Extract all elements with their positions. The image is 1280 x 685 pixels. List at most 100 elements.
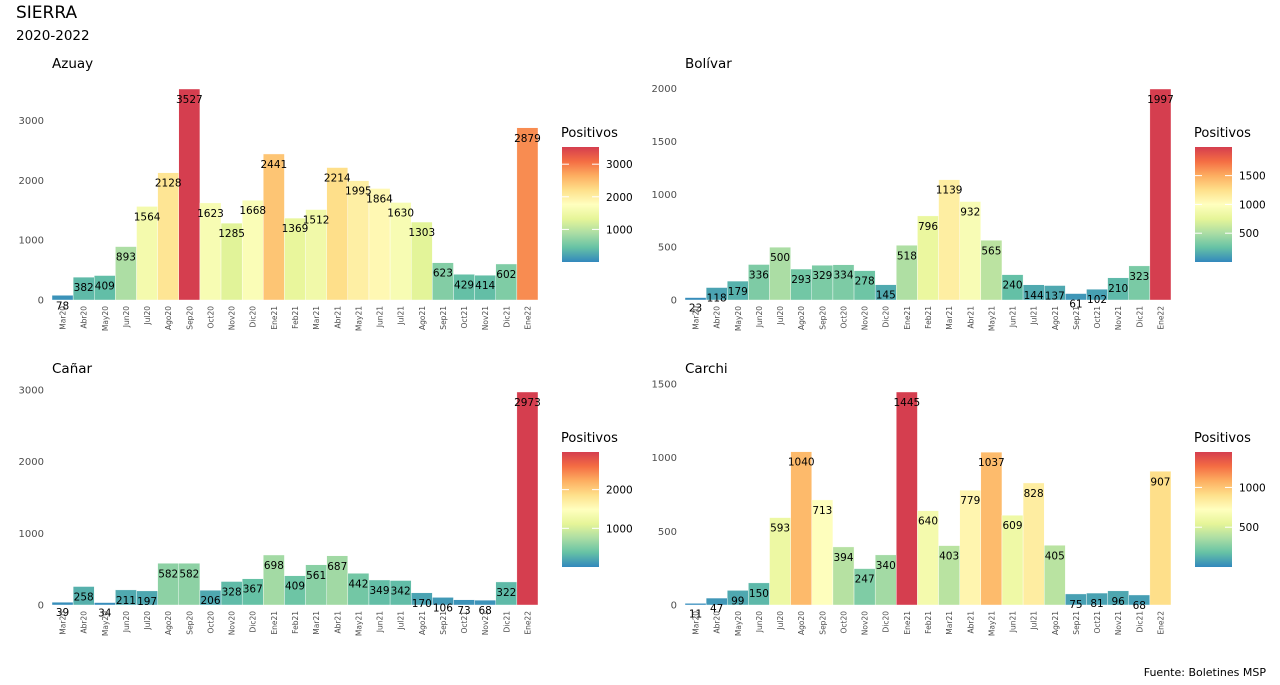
panel-0: Azuay 0 1000 2000 3000 78 382 409 893 1564 2128 352… [19,56,633,331]
legend-tick-label: 1500 [1239,171,1266,183]
x-tick-label: Sep21 [1072,611,1081,635]
x-tick-label: Jul20 [143,306,152,326]
x-tick-label: Jul20 [776,306,785,326]
x-tick-label: Ene22 [523,306,532,330]
x-tick-label: May21 [354,306,363,331]
x-tick-label: Dic21 [502,611,511,633]
bar [51,295,74,301]
data-label: 328 [222,587,242,599]
data-label: 687 [327,561,347,573]
legend-tick-label: 1000 [606,523,633,535]
data-label: 258 [74,592,94,604]
data-label: 2973 [514,397,541,409]
x-tick-label: Oct20 [839,306,848,329]
data-label: 210 [1108,283,1128,295]
data-label: 61 [1069,299,1082,311]
y-tick-label: 0 [671,296,677,307]
legend-title: Positivos [561,126,618,141]
y-tick-label: 0 [38,601,44,612]
data-label: 414 [475,280,495,292]
x-tick-label: Jun21 [376,306,385,328]
data-label: 81 [1090,598,1103,610]
data-label: 322 [496,587,516,599]
data-label: 609 [1002,520,1022,532]
data-label: 342 [391,585,411,597]
bar [896,391,918,606]
data-label: 593 [770,523,790,535]
data-label: 1630 [387,207,414,219]
y-tick-label: 0 [38,296,44,307]
x-tick-label: Ago21 [1051,611,1060,635]
data-label: 211 [116,595,136,607]
x-tick-label: Jul20 [776,611,785,631]
x-tick-label: Sep21 [439,306,448,330]
y-tick-label: 1000 [19,236,44,247]
data-label: 500 [770,252,790,264]
x-tick-label: Ago20 [797,306,806,330]
x-tick-label: Nov21 [481,306,490,330]
data-label: 47 [710,603,723,615]
data-label: 713 [812,505,832,517]
legend: Positivos 1000 2000 [561,431,633,567]
x-tick-label: Feb21 [924,611,933,634]
x-tick-label: Dic21 [1135,306,1144,328]
x-tick-label: Nov21 [1114,611,1123,635]
x-tick-label: Ago20 [797,611,806,635]
x-tick-label: Ago20 [164,611,173,635]
bar [980,240,1003,301]
data-label: 2128 [155,178,182,190]
data-label: 118 [707,293,727,305]
data-label: 1995 [345,186,372,198]
panel-3: Carchi 0 500 1000 1500 11 47 99 150 593 1040 713 394… [652,361,1266,636]
x-tick-label: Sep20 [818,306,827,330]
data-label: 102 [1087,294,1107,306]
data-label: 68 [478,605,491,617]
data-label: 11 [689,608,702,620]
x-tick-label: Feb21 [291,306,300,329]
bar [51,602,74,606]
x-tick-label: May20 [734,611,743,636]
x-tick-label: Abr21 [966,611,975,634]
x-tick-label: Jun20 [122,611,131,633]
x-tick-label: Nov20 [861,306,870,330]
data-label: 99 [731,595,744,607]
panel-title: Carchi [685,361,728,377]
data-label: 1445 [894,397,921,409]
legend-colorbar [1195,452,1232,567]
y-tick-label: 1000 [652,190,677,201]
x-tick-label: Mar21 [312,611,321,635]
data-label: 323 [1129,271,1149,283]
legend-title: Positivos [561,431,618,446]
y-tick-label: 3000 [19,386,44,397]
figure-caption: Fuente: Boletines MSP [1143,666,1266,679]
x-tick-label: Mar21 [945,306,954,330]
data-label: 561 [306,570,326,582]
data-label: 582 [158,568,178,580]
data-label: 409 [95,281,115,293]
legend-colorbar [562,147,599,262]
data-label: 828 [1024,488,1044,500]
y-tick-label: 500 [658,527,677,538]
panel-title: Bolívar [685,56,732,72]
legend-tick-label: 1000 [1239,199,1266,211]
y-tick-label: 1000 [19,529,44,540]
bar [72,586,95,606]
x-tick-label: Mar20 [59,611,68,635]
x-tick-label: May21 [987,306,996,331]
data-label: 1623 [197,208,224,220]
data-label: 409 [285,581,305,593]
panel-title: Cañar [52,361,93,377]
data-label: 602 [496,269,516,281]
x-tick-label: Ene21 [270,611,279,635]
x-tick-label: Mar20 [59,306,68,330]
x-tick-label: May20 [101,306,110,331]
data-label: 442 [348,578,368,590]
x-tick-label: Nov21 [1114,306,1123,330]
y-tick-label: 3000 [19,116,44,127]
x-tick-label: Oct20 [206,611,215,634]
data-label: 334 [833,270,853,282]
x-tick-label: Abr20 [713,611,722,634]
bar [790,451,812,606]
y-tick-label: 500 [658,243,677,254]
data-label: 907 [1150,476,1170,488]
